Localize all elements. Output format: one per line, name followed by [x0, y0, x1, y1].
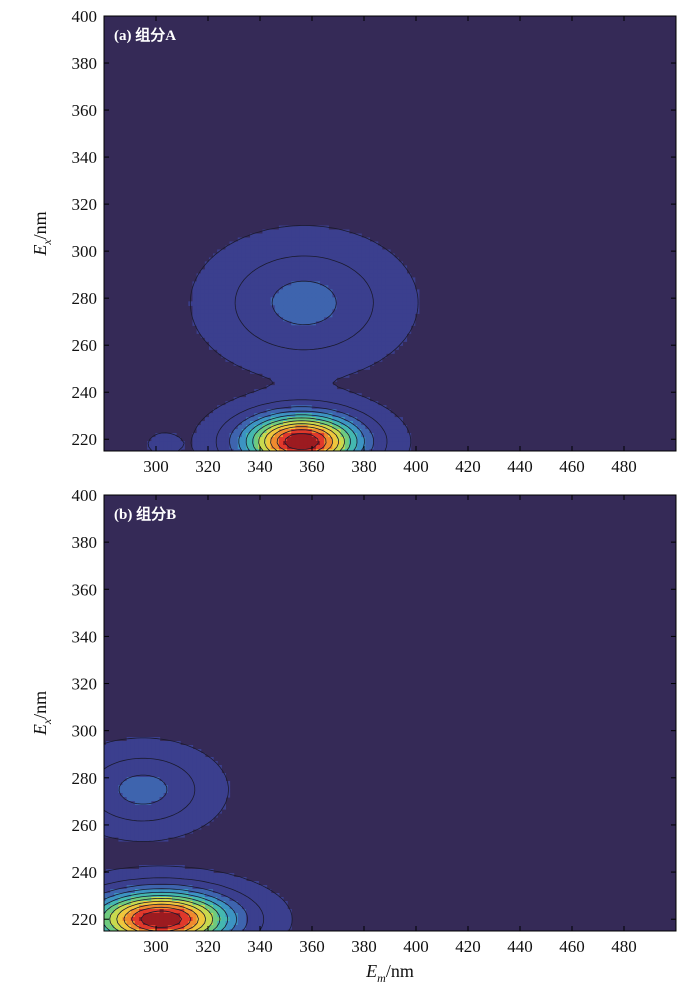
plot-frame [103, 15, 677, 452]
x-tick-label: 300 [143, 937, 169, 956]
y-tick-label: 300 [72, 722, 98, 741]
contour-line [109, 898, 214, 931]
plot-background [104, 16, 676, 451]
contour-line [104, 737, 293, 931]
y-tick-label: 380 [72, 533, 98, 552]
y-tick-label: 320 [72, 195, 98, 214]
y-tick-label: 400 [72, 486, 98, 505]
x-tick-label: 480 [611, 457, 637, 476]
x-tick-label: 440 [507, 937, 533, 956]
x-tick-label: 360 [299, 457, 325, 476]
x-tick-label: 340 [247, 457, 273, 476]
y-tick-label: 220 [72, 430, 98, 449]
x-tick-label: 420 [455, 457, 481, 476]
x-tick-label: 440 [507, 457, 533, 476]
y-tick-label: 360 [72, 101, 98, 120]
x-tick-label: 320 [195, 937, 221, 956]
contour-line [123, 903, 199, 931]
x-tick-label: 480 [611, 937, 637, 956]
plot-frame [103, 494, 677, 932]
y-tick-label: 320 [72, 675, 98, 694]
y-axis-title: Ex/nm [30, 211, 54, 256]
contour-lines [104, 737, 293, 931]
contour-line [252, 417, 351, 451]
y-tick-label: 280 [72, 289, 98, 308]
x-tick-label: 420 [455, 937, 481, 956]
y-tick-label: 380 [72, 54, 98, 73]
contour-line [116, 900, 207, 931]
panel-b: 300 320 340 360 380 400 420 440 460 480 220 240 260 2… [30, 486, 677, 985]
x-tick-label: 460 [559, 457, 585, 476]
x-tick-label: 320 [195, 457, 221, 476]
x-axis-title: Em/nm [365, 961, 414, 985]
contour-line [245, 414, 358, 451]
x-tick-label: 400 [403, 937, 429, 956]
contour-lines [147, 225, 419, 451]
x-tick-label: 360 [299, 937, 325, 956]
y-tick-label: 360 [72, 580, 98, 599]
y-axis-title: Ex/nm [30, 691, 54, 736]
y-tick-label: 340 [72, 627, 98, 646]
contour-line [238, 410, 365, 451]
contour-line [215, 255, 388, 451]
x-tick-label: 380 [351, 937, 377, 956]
contour-line [104, 891, 229, 931]
x-tick-label: 400 [403, 457, 429, 476]
x-tick-label: 340 [247, 937, 273, 956]
x-tick-label: 460 [559, 937, 585, 956]
contour-line [258, 420, 345, 451]
plot-background [104, 495, 676, 931]
contour-line [264, 423, 339, 451]
contour-line [229, 280, 374, 451]
x-tick-label: 300 [143, 457, 169, 476]
contour-line [104, 774, 248, 931]
contour-line [284, 433, 319, 450]
contour-line [147, 225, 419, 451]
panel-label: (b) 组分B [114, 505, 176, 523]
panel-a: 300 320 340 360 380 400 420 440 460 480 220 240 260 2… [30, 7, 677, 476]
y-tick-label: 340 [72, 148, 98, 167]
y-tick-label: 300 [72, 242, 98, 261]
contour-fill [147, 225, 420, 451]
y-tick-label: 260 [72, 336, 98, 355]
panel-label: (a) 组分A [114, 26, 176, 44]
y-tick-label: 240 [72, 383, 98, 402]
contour-line [104, 757, 265, 931]
contour-line [104, 895, 221, 931]
y-tick-label: 400 [72, 7, 98, 26]
y-tick-label: 240 [72, 863, 98, 882]
y-tick-label: 260 [72, 816, 98, 835]
x-tick-label: 380 [351, 457, 377, 476]
y-tick-label: 280 [72, 769, 98, 788]
y-tick-label: 220 [72, 910, 98, 929]
